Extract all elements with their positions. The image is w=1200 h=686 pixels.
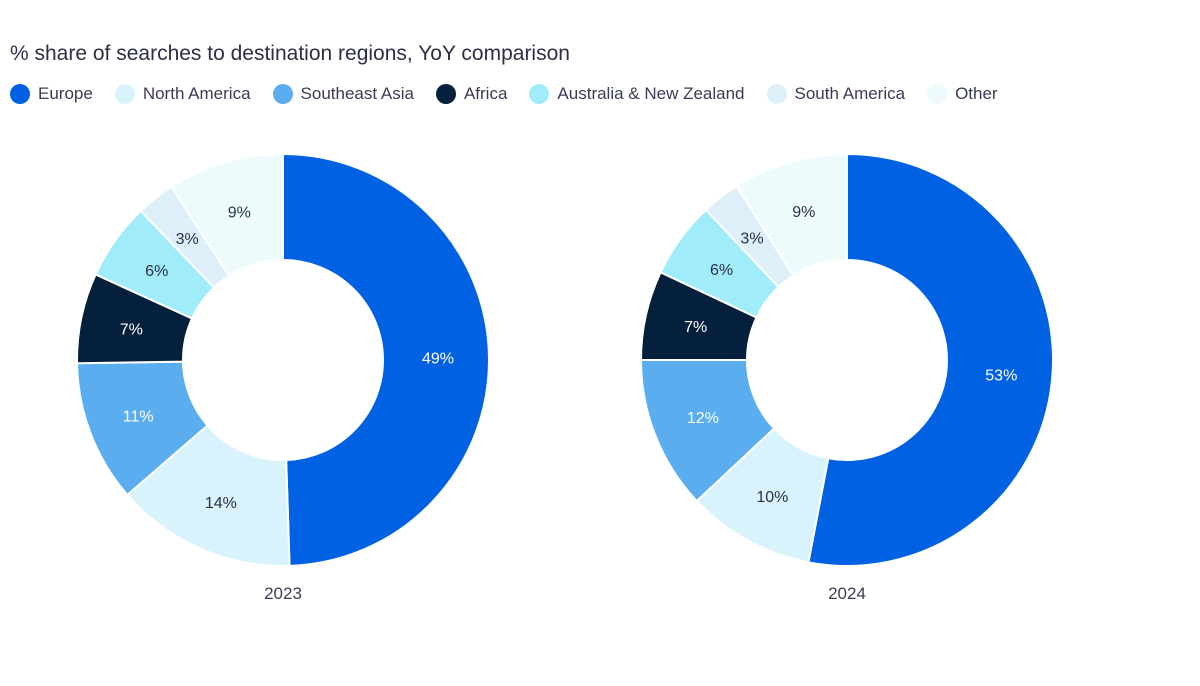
chart-title: % share of searches to destination regio… [10,42,570,65]
legend-swatch [435,84,456,104]
data-label: 49% [422,351,454,368]
legend-item: Other [927,84,998,104]
legend-item: Southeast Asia [272,84,414,104]
legend-item: Australia & New Zealand [529,84,745,104]
donut-slice-2023-6 [170,152,284,278]
chart-year-label: 2024 [828,584,866,603]
legend-swatch [766,84,787,104]
legend-swatch [529,84,550,104]
legend-item: Africa [435,84,508,104]
legend-item: South America [766,84,906,104]
legend: Europe North America Southeast Asia Africa A… [10,84,998,104]
donut-slice-2023-0 [282,152,490,567]
donut-slice-2024-0 [807,152,1054,567]
legend-swatch [272,84,293,104]
legend-label: Australia & New Zealand [557,84,745,103]
donut-slice-2024-6 [735,152,848,277]
data-label: 7% [120,321,143,338]
data-label: 9% [228,204,251,221]
data-label: 3% [176,231,199,248]
data-label: 53% [985,368,1017,385]
legend-swatch [114,84,135,104]
data-label: 3% [740,231,763,248]
legend-item: North America [114,84,251,104]
legend-label: North America [142,84,251,103]
legend-label: Other [955,84,998,103]
data-label: 9% [792,204,815,221]
legend-swatch [927,84,948,104]
legend-label: Europe [38,84,93,103]
legend-label: Southeast Asia [300,84,414,103]
legend-item: Europe [10,84,93,104]
legend-swatch [10,84,30,104]
legend-label: South America [794,84,906,103]
data-label: 11% [123,408,154,425]
data-label: 10% [756,489,788,506]
data-label: 14% [205,495,237,512]
legend-label: Africa [463,84,508,103]
data-label: 6% [145,263,168,280]
chart-year-label: 2023 [264,584,302,603]
data-label: 6% [710,262,733,279]
data-label: 7% [684,319,707,336]
data-label: 12% [687,410,719,427]
